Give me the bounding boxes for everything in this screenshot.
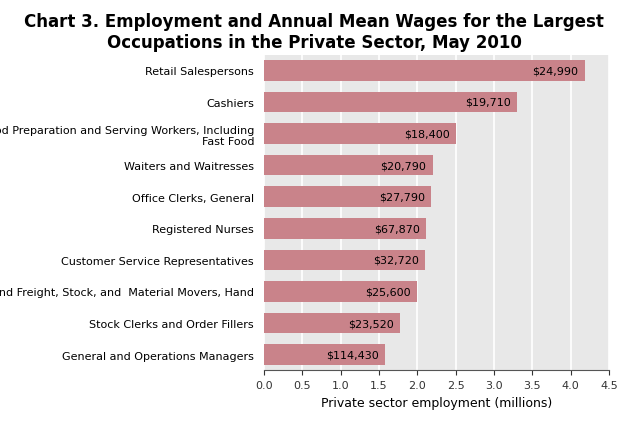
Bar — [264, 345, 385, 365]
Text: $27,790: $27,790 — [379, 192, 425, 202]
Text: $23,520: $23,520 — [349, 318, 394, 328]
Bar — [264, 92, 517, 113]
Bar — [264, 313, 401, 334]
Text: $24,990: $24,990 — [533, 66, 578, 76]
Text: $20,790: $20,790 — [381, 161, 426, 171]
Text: $114,430: $114,430 — [326, 350, 379, 360]
Text: $32,720: $32,720 — [373, 255, 419, 265]
Bar — [264, 187, 431, 207]
Text: $67,870: $67,870 — [374, 224, 420, 234]
Bar — [264, 282, 417, 302]
Text: $19,710: $19,710 — [465, 98, 511, 108]
Bar — [264, 61, 585, 81]
Bar — [264, 250, 425, 271]
Bar — [264, 219, 426, 239]
Text: Chart 3. Employment and Annual Mean Wages for the Largest
Occupations in the Pri: Chart 3. Employment and Annual Mean Wage… — [24, 13, 604, 52]
Text: $25,600: $25,600 — [365, 287, 411, 297]
X-axis label: Private sector employment (millions): Private sector employment (millions) — [321, 396, 552, 409]
Bar — [264, 124, 456, 144]
Text: $18,400: $18,400 — [404, 129, 450, 139]
Bar — [264, 155, 433, 176]
